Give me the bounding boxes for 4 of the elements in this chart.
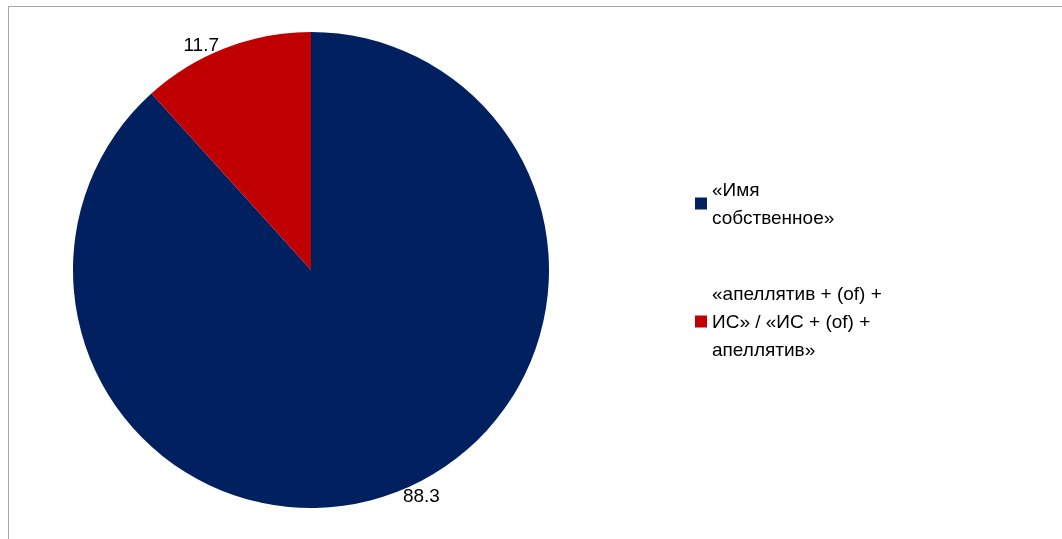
data-label: 11.7 bbox=[183, 33, 220, 55]
legend-label: «апеллятив + (of) + ИС» / «ИС + (of) + апеллятив» bbox=[712, 283, 888, 360]
data-label: 88.3 bbox=[402, 485, 440, 507]
legend-label: «Имя собственное» bbox=[712, 179, 835, 228]
